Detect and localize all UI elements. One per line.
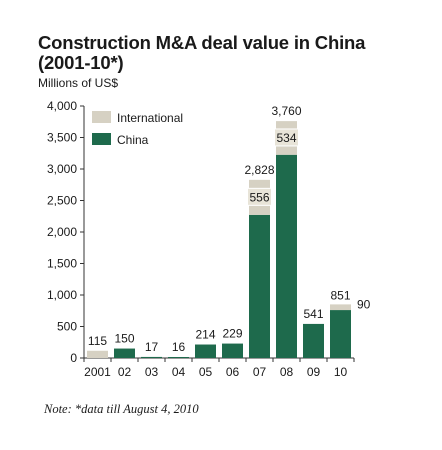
total-value-label: 851 xyxy=(330,288,350,302)
total-value-label: 3,760 xyxy=(271,104,301,118)
total-value-label: 229 xyxy=(222,327,242,341)
total-value-label: 16 xyxy=(172,340,186,354)
bar-china xyxy=(141,356,162,358)
international-value-label: 90 xyxy=(357,297,371,311)
total-value-label: 17 xyxy=(145,340,159,354)
y-tick-label: 500 xyxy=(57,320,77,334)
x-tick-label: 06 xyxy=(226,365,240,379)
legend-label: China xyxy=(117,133,149,147)
y-tick-label: 4,000 xyxy=(47,99,77,113)
x-tick-label: 02 xyxy=(118,365,132,379)
y-tick-label: 3,500 xyxy=(47,131,77,145)
bar-china xyxy=(249,214,270,358)
y-tick-label: 3,000 xyxy=(47,162,77,176)
chart-title-line-1: Construction M&A deal value in China xyxy=(38,32,366,53)
international-label-box xyxy=(274,128,299,147)
y-axis-unit-label: Millions of US$ xyxy=(38,76,119,90)
x-tick-label: 09 xyxy=(307,365,321,379)
total-value-label: 214 xyxy=(195,328,215,342)
y-tick-label: 0 xyxy=(70,351,77,365)
bar-china xyxy=(222,343,243,358)
total-value-label: 2,828 xyxy=(244,163,274,177)
x-tick-label: 2001 xyxy=(84,365,111,379)
y-tick-label: 2,000 xyxy=(47,225,77,239)
chart-bars xyxy=(87,121,351,358)
total-value-label: 541 xyxy=(303,307,323,321)
chart-axes: 0 500 1,000 1,500 2,000 2,500 3,000 3,500 4,000 2… xyxy=(47,99,355,379)
x-tick-label: 03 xyxy=(145,365,159,379)
x-tick-label: 10 xyxy=(334,365,348,379)
international-value-label: 556 xyxy=(249,190,269,204)
chart-title: Construction M&A deal value in China (20… xyxy=(38,33,428,73)
bar-international xyxy=(87,350,108,358)
y-tick-label: 1,000 xyxy=(47,288,77,302)
international-value-label: 534 xyxy=(276,131,296,145)
x-tick-label: 04 xyxy=(172,365,186,379)
y-tick-label: 1,500 xyxy=(47,257,77,271)
total-value-label: 150 xyxy=(114,332,134,346)
x-tick-label: 05 xyxy=(199,365,213,379)
y-tick-label: 2,500 xyxy=(47,194,77,208)
chart-title-line-2: (2001-10*) xyxy=(38,52,124,73)
legend-swatch xyxy=(92,133,111,145)
bar-international xyxy=(330,304,351,311)
bar-china xyxy=(303,323,324,358)
international-label-box xyxy=(247,187,272,206)
x-tick-label: 08 xyxy=(280,365,294,379)
legend-swatch xyxy=(92,111,111,123)
bar-china xyxy=(330,310,351,358)
x-tick-label: 07 xyxy=(253,365,267,379)
bar-china xyxy=(276,154,297,358)
chart-data-labels: 115 150 17 16 214 229 2,828 556 3,760 534 541 851 90 xyxy=(88,104,371,354)
bar-china xyxy=(168,356,189,358)
footnote: Note: *data till August 4, 2010 xyxy=(44,402,199,416)
legend-label: International xyxy=(117,111,183,125)
total-value-label: 115 xyxy=(88,334,107,348)
bar-china xyxy=(195,344,216,358)
chart-legend: International China xyxy=(92,111,183,147)
bar-china xyxy=(114,348,135,358)
